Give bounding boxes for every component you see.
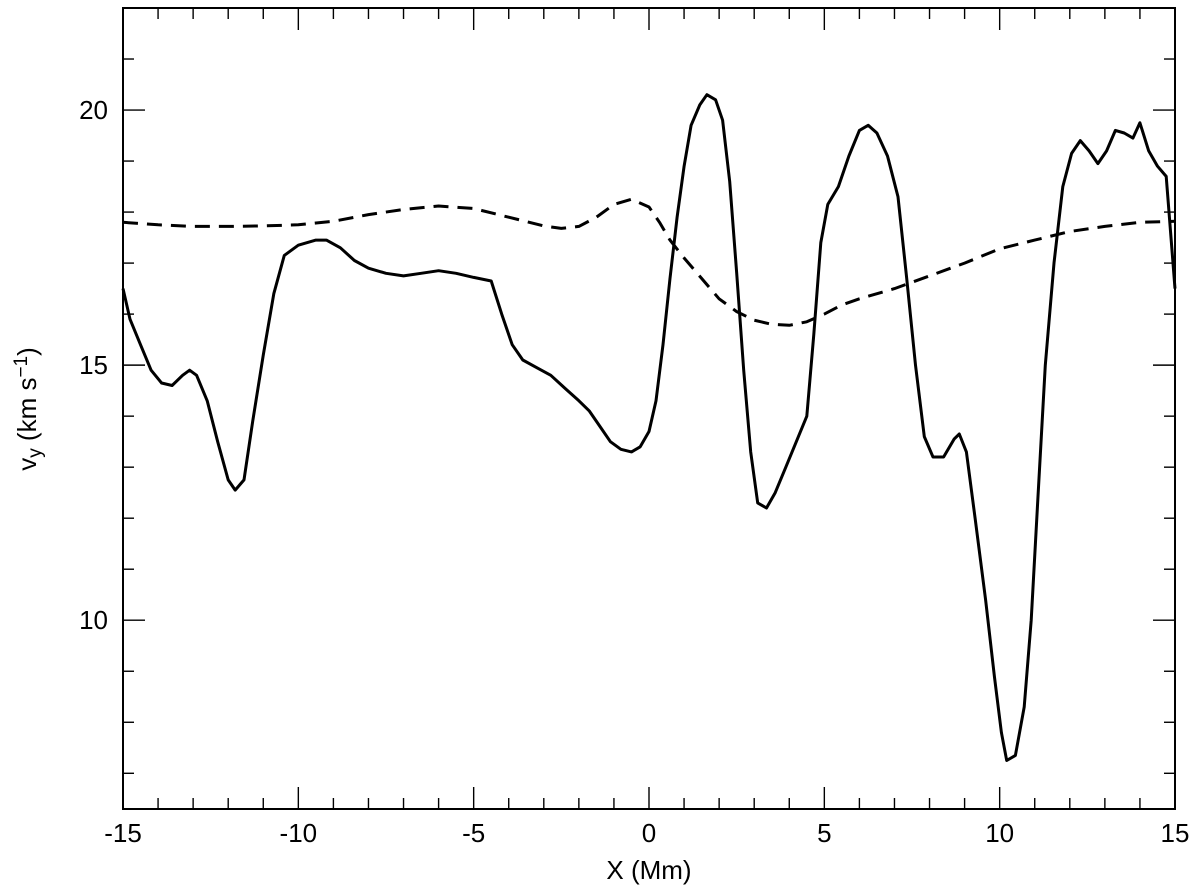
series-dashed-line <box>122 197 1176 327</box>
x-tick-label: 0 <box>642 818 656 848</box>
series-solid-line <box>121 93 1177 762</box>
plot-frame <box>122 7 1176 810</box>
y-tick-label: 20 <box>79 95 108 125</box>
y-axis-label-units-close: ) <box>12 347 42 356</box>
data-series <box>121 93 1177 762</box>
y-axis-label-units-open: (km s <box>12 378 42 449</box>
x-tick-label: -10 <box>280 818 318 848</box>
y-axis-label-subscript: y <box>25 448 46 458</box>
x-tick-label: 5 <box>817 818 831 848</box>
x-axis-label: X (Mm) <box>606 855 691 885</box>
x-tick-label: 10 <box>985 818 1014 848</box>
y-axis-label-units-power: −1 <box>11 356 32 378</box>
y-tick-label: 15 <box>79 350 108 380</box>
y-axis-label: vy (km s−1) <box>11 347 45 471</box>
x-tick-label: 15 <box>1161 818 1190 848</box>
y-tick-label: 10 <box>79 605 108 635</box>
x-tick-label: -15 <box>104 818 142 848</box>
y-axis-label-base: v <box>12 458 42 471</box>
tick-labels: -15 -10 -5 0 5 10 15 10 15 20 <box>79 95 1189 848</box>
x-tick-label: -5 <box>462 818 485 848</box>
